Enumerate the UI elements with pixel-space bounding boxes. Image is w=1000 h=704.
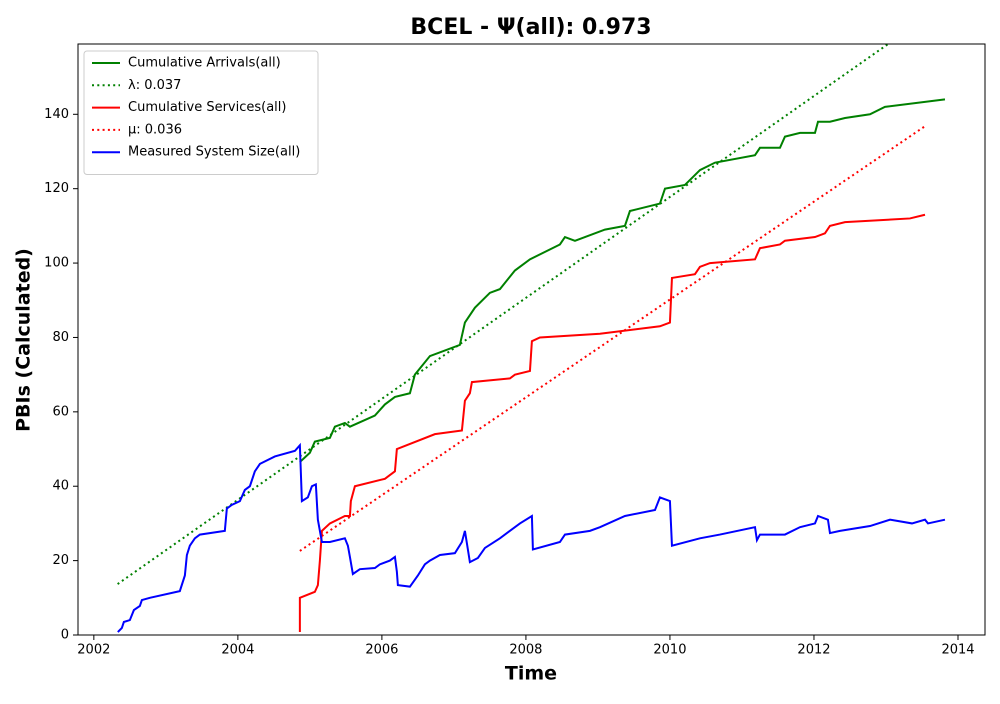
x-tick-label: 2002	[77, 643, 110, 658]
series-line	[298, 213, 926, 633]
y-tick-label: 80	[52, 330, 69, 345]
x-tick-label: 2006	[365, 643, 398, 658]
y-axis-label: PBIs (Calculated)	[13, 248, 35, 432]
x-axis-label: Time	[505, 663, 557, 685]
x-tick-label: 2012	[797, 643, 830, 658]
chart-title: BCEL - Ψ(all): 0.973	[410, 15, 651, 40]
legend-label: μ: 0.036	[128, 122, 182, 137]
series-line	[117, 442, 946, 633]
legend-label: λ: 0.037	[128, 78, 181, 93]
series-line	[299, 125, 926, 552]
y-tick-label: 0	[61, 628, 69, 643]
x-tick-label: 2010	[653, 643, 686, 658]
legend-label: Measured System Size(all)	[128, 145, 300, 160]
y-tick-label: 120	[44, 181, 69, 196]
legend-label: Cumulative Services(all)	[128, 100, 286, 115]
plot-area	[117, 44, 946, 633]
y-tick-label: 20	[52, 553, 69, 568]
y-tick-label: 100	[44, 256, 69, 271]
y-tick-label: 40	[52, 479, 69, 494]
y-tick-label: 140	[44, 107, 69, 122]
x-tick-label: 2004	[221, 643, 254, 658]
y-tick-label: 60	[52, 404, 69, 419]
legend-box	[83, 50, 319, 175]
plot-frame	[77, 43, 986, 636]
legend-label: Cumulative Arrivals(all)	[128, 56, 281, 71]
x-tick-label: 2008	[509, 643, 542, 658]
series-line	[299, 98, 946, 463]
x-tick-label: 2014	[941, 643, 974, 658]
